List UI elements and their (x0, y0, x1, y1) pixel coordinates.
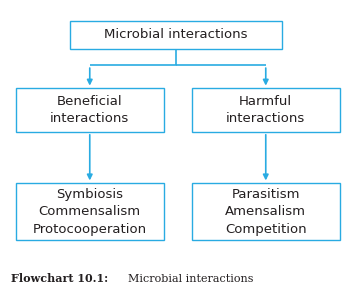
Text: Beneficial
interactions: Beneficial interactions (50, 95, 130, 126)
Text: Parasitism
Amensalism
Competition: Parasitism Amensalism Competition (225, 188, 307, 236)
FancyBboxPatch shape (16, 88, 164, 132)
FancyBboxPatch shape (192, 88, 340, 132)
Text: Flowchart 10.1:: Flowchart 10.1: (11, 273, 108, 284)
Text: Microbial interactions: Microbial interactions (104, 28, 248, 41)
Text: Microbial interactions: Microbial interactions (121, 274, 254, 284)
FancyBboxPatch shape (70, 21, 282, 48)
Text: Harmful
interactions: Harmful interactions (226, 95, 306, 126)
FancyBboxPatch shape (16, 183, 164, 240)
Text: Symbiosis
Commensalism
Protocooperation: Symbiosis Commensalism Protocooperation (33, 188, 147, 236)
FancyBboxPatch shape (192, 183, 340, 240)
